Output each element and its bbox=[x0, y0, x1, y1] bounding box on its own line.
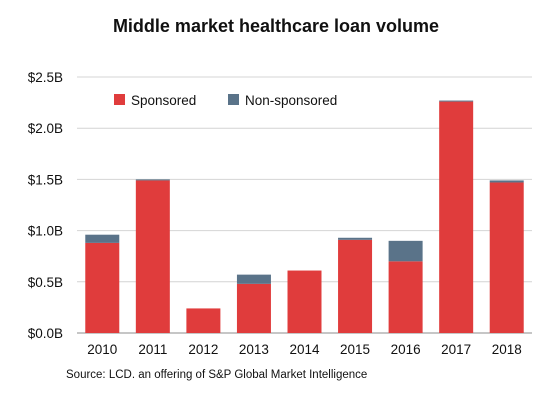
x-tick-label: 2011 bbox=[138, 342, 167, 357]
y-tick-label: $1.5B bbox=[28, 172, 63, 187]
legend-label-sponsored: Sponsored bbox=[131, 93, 196, 108]
x-tick-label: 2012 bbox=[188, 342, 218, 357]
bar-non-sponsored bbox=[338, 237, 373, 240]
y-tick-label: $2.5B bbox=[28, 70, 63, 85]
y-tick-label: $0.5B bbox=[28, 275, 63, 290]
x-tick-label: 2010 bbox=[87, 342, 117, 357]
legend-label-non-sponsored: Non-sponsored bbox=[245, 93, 337, 108]
bar-sponsored bbox=[338, 239, 373, 333]
bar-non-sponsored bbox=[85, 234, 120, 243]
bar-sponsored bbox=[135, 180, 170, 333]
x-tick-label: 2015 bbox=[340, 342, 370, 357]
y-tick-label: $1.0B bbox=[28, 224, 63, 239]
bar-sponsored bbox=[287, 270, 322, 333]
x-tick-label: 2014 bbox=[289, 342, 320, 357]
bar-sponsored bbox=[388, 261, 423, 333]
bar-sponsored bbox=[85, 242, 120, 333]
bar-sponsored bbox=[236, 283, 271, 333]
x-tick-label: 2016 bbox=[391, 342, 421, 357]
legend-swatch-non-sponsored bbox=[228, 94, 239, 105]
y-tick-label: $2.0B bbox=[28, 121, 63, 136]
bar-non-sponsored bbox=[135, 179, 170, 181]
bar-sponsored bbox=[186, 308, 221, 333]
bar-sponsored bbox=[489, 182, 524, 333]
bar-non-sponsored bbox=[388, 240, 423, 262]
x-tick-label: 2017 bbox=[441, 342, 471, 357]
legend-swatch-sponsored bbox=[114, 94, 125, 105]
bar-non-sponsored bbox=[236, 274, 271, 284]
bar-sponsored bbox=[439, 101, 474, 334]
y-tick-label: $0.0B bbox=[28, 326, 63, 341]
x-tick-label: 2013 bbox=[239, 342, 269, 357]
bars bbox=[85, 100, 524, 334]
source-note: Source: LCD. an offering of S&P Global M… bbox=[66, 369, 368, 381]
chart-title: Middle market healthcare loan volume bbox=[112, 16, 440, 36]
x-axis-ticks: 2010 2011 2012 2013 2014 2015 2016 2017 2018 bbox=[87, 342, 521, 357]
x-tick-label: 2018 bbox=[492, 342, 522, 357]
legend: Sponsored Non-sponsored bbox=[114, 93, 337, 108]
bar-non-sponsored bbox=[489, 180, 524, 183]
y-axis-ticks: $0.0B $0.5B $1.0B $1.5B $2.0B $2.5B bbox=[28, 70, 63, 341]
bar-non-sponsored bbox=[439, 100, 474, 102]
